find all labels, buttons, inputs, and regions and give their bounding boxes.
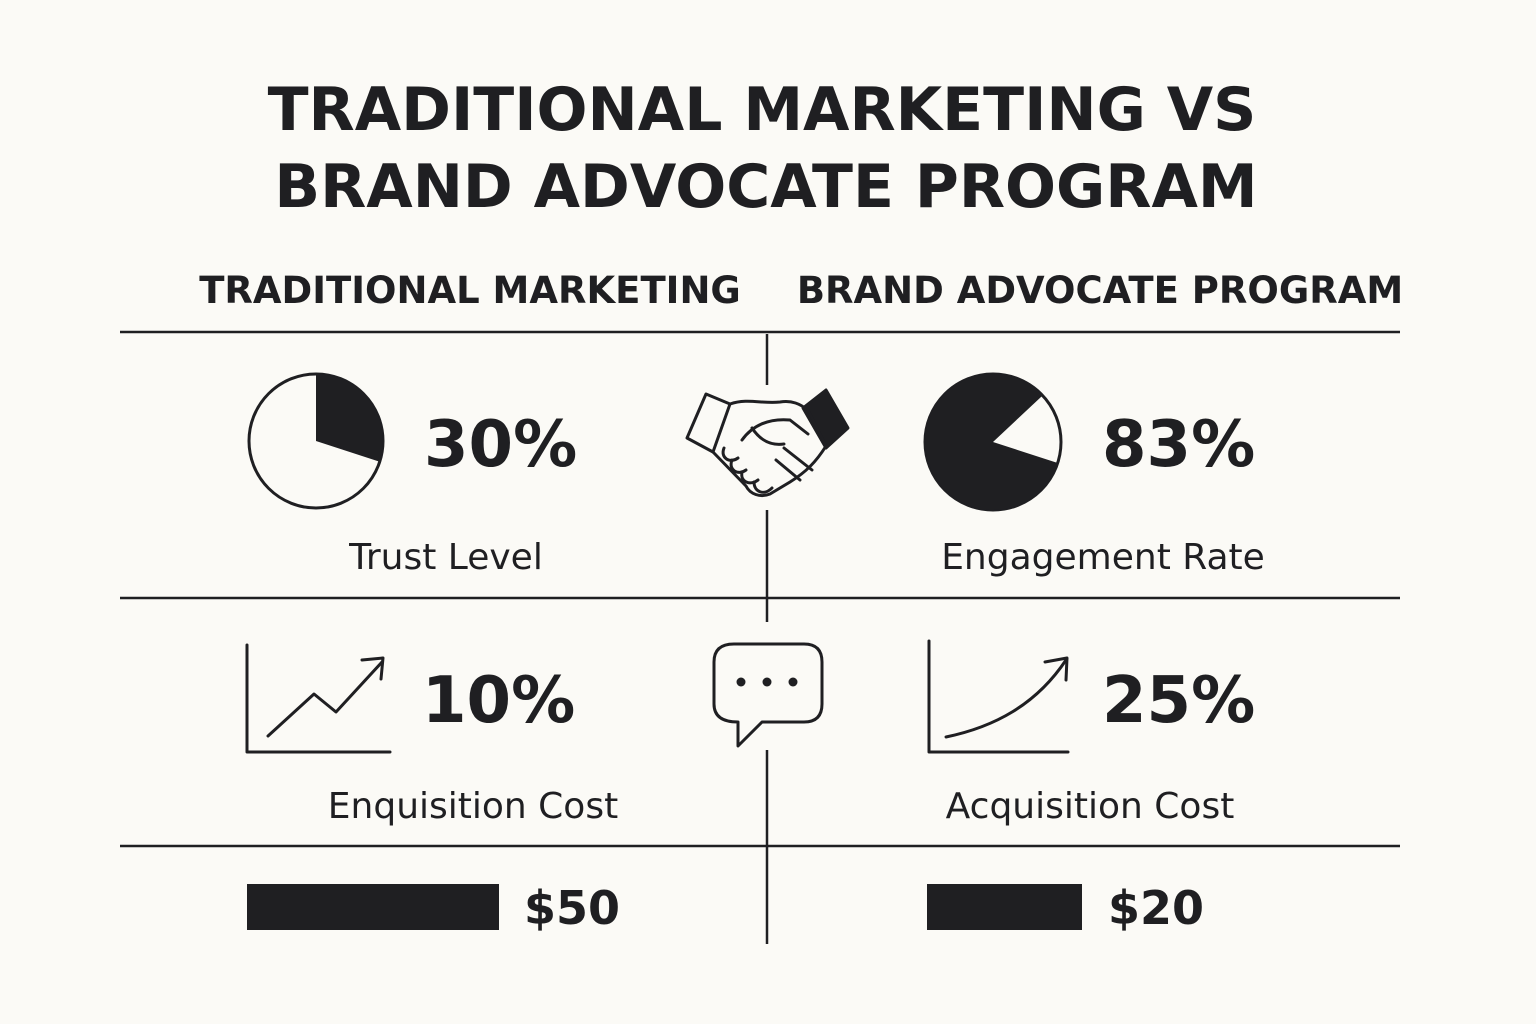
- title-line-2: BRAND ADVOCATE PROGRAM: [274, 152, 1257, 222]
- traditional-cost-value: $50: [524, 881, 620, 935]
- left-column-header: TRADITIONAL MARKETING: [199, 269, 741, 312]
- engagement-rate-value: 83%: [1102, 408, 1255, 482]
- cost-bar-advocate: [927, 884, 1082, 930]
- cost-bar-traditional: [247, 884, 499, 930]
- curve-chart-icon: [927, 639, 1070, 754]
- engagement-rate-label: Engagement Rate: [941, 537, 1265, 578]
- trust-level-value: 30%: [424, 408, 577, 482]
- right-column-header: BRAND ADVOCATE PROGRAM: [797, 269, 1403, 312]
- enquisition-cost-value: 10%: [422, 664, 575, 738]
- pie-slice-engagement-rate: [925, 374, 1058, 511]
- pie-chart-icon-right: [923, 372, 1063, 512]
- line-chart-icon: [245, 643, 392, 754]
- pie-chart-icon: [247, 372, 385, 510]
- pie-slice-trust-level: [316, 374, 383, 462]
- advocate-cost-value: $20: [1108, 881, 1204, 935]
- title-line-1: TRADITIONAL MARKETING VS: [268, 75, 1257, 145]
- speech-bubble-icon: [712, 642, 824, 748]
- trust-level-label: Trust Level: [348, 537, 543, 578]
- enquisition-cost-label: Enquisition Cost: [328, 786, 618, 827]
- acquisition-cost-label: Acquisition Cost: [946, 786, 1235, 827]
- acquisition-rate-value: 25%: [1102, 664, 1255, 738]
- handshake-icon: [685, 388, 850, 498]
